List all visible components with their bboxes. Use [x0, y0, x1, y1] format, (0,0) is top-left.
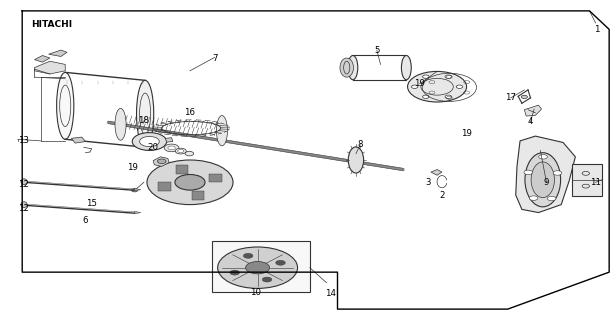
Text: 20: 20 — [148, 143, 158, 152]
Text: 16: 16 — [185, 108, 195, 117]
Circle shape — [548, 196, 556, 201]
Circle shape — [423, 95, 429, 99]
Polygon shape — [153, 157, 169, 166]
Circle shape — [423, 75, 429, 78]
Ellipse shape — [115, 108, 126, 140]
Polygon shape — [135, 211, 141, 214]
Ellipse shape — [402, 55, 411, 80]
Text: 19: 19 — [128, 163, 138, 172]
Circle shape — [243, 253, 253, 258]
Text: 10: 10 — [250, 288, 261, 297]
Polygon shape — [516, 136, 575, 212]
Text: 18: 18 — [138, 116, 149, 125]
Ellipse shape — [531, 162, 554, 197]
Text: 9: 9 — [544, 178, 549, 187]
Bar — [572, 164, 602, 196]
Text: 7: 7 — [212, 53, 217, 62]
Ellipse shape — [137, 80, 154, 147]
Circle shape — [140, 136, 160, 147]
Circle shape — [177, 149, 184, 153]
Polygon shape — [524, 105, 541, 116]
Circle shape — [445, 75, 452, 78]
Text: 13: 13 — [18, 136, 29, 145]
Ellipse shape — [348, 147, 363, 173]
Circle shape — [168, 146, 175, 150]
Circle shape — [246, 261, 270, 274]
Polygon shape — [176, 165, 188, 174]
Text: 19: 19 — [461, 129, 472, 138]
Polygon shape — [209, 173, 222, 182]
Polygon shape — [49, 50, 67, 56]
Text: 3: 3 — [425, 178, 431, 187]
Circle shape — [456, 85, 463, 88]
Circle shape — [529, 196, 538, 200]
Text: 15: 15 — [86, 198, 97, 207]
Polygon shape — [34, 55, 50, 62]
Circle shape — [147, 160, 233, 204]
Ellipse shape — [348, 55, 358, 80]
Circle shape — [539, 155, 547, 159]
Circle shape — [175, 174, 205, 190]
Text: 1: 1 — [594, 25, 599, 34]
Circle shape — [217, 247, 298, 288]
Text: 8: 8 — [357, 140, 363, 149]
Text: 12: 12 — [18, 204, 29, 213]
Circle shape — [445, 95, 452, 99]
Ellipse shape — [21, 179, 27, 185]
Polygon shape — [530, 146, 545, 157]
Circle shape — [276, 260, 285, 265]
Circle shape — [411, 85, 418, 88]
Polygon shape — [166, 138, 172, 142]
Ellipse shape — [525, 153, 561, 207]
Circle shape — [262, 277, 272, 282]
Text: 14: 14 — [325, 289, 336, 298]
Circle shape — [164, 144, 179, 152]
Text: 11: 11 — [590, 178, 601, 187]
Text: 6: 6 — [83, 216, 88, 225]
Circle shape — [524, 170, 533, 175]
Polygon shape — [192, 191, 205, 200]
Circle shape — [175, 148, 186, 154]
Circle shape — [553, 171, 562, 175]
Ellipse shape — [216, 116, 227, 146]
Ellipse shape — [21, 202, 27, 207]
Ellipse shape — [340, 58, 354, 77]
Circle shape — [230, 270, 240, 275]
Text: 12: 12 — [18, 180, 29, 189]
Polygon shape — [34, 61, 65, 74]
Circle shape — [185, 151, 193, 156]
Text: 5: 5 — [374, 45, 379, 55]
Bar — [211, 241, 310, 292]
Text: HITACHI: HITACHI — [31, 20, 73, 29]
Polygon shape — [71, 137, 86, 143]
Circle shape — [132, 132, 167, 150]
Circle shape — [132, 189, 138, 192]
Text: 2: 2 — [439, 190, 445, 200]
Text: 17: 17 — [505, 93, 516, 102]
Circle shape — [408, 71, 466, 102]
Circle shape — [521, 95, 527, 99]
Text: 19: 19 — [415, 79, 425, 88]
Circle shape — [158, 159, 166, 164]
Polygon shape — [135, 188, 141, 191]
Polygon shape — [431, 170, 442, 175]
Text: 4: 4 — [528, 117, 533, 126]
Polygon shape — [158, 182, 171, 191]
Ellipse shape — [57, 72, 74, 139]
